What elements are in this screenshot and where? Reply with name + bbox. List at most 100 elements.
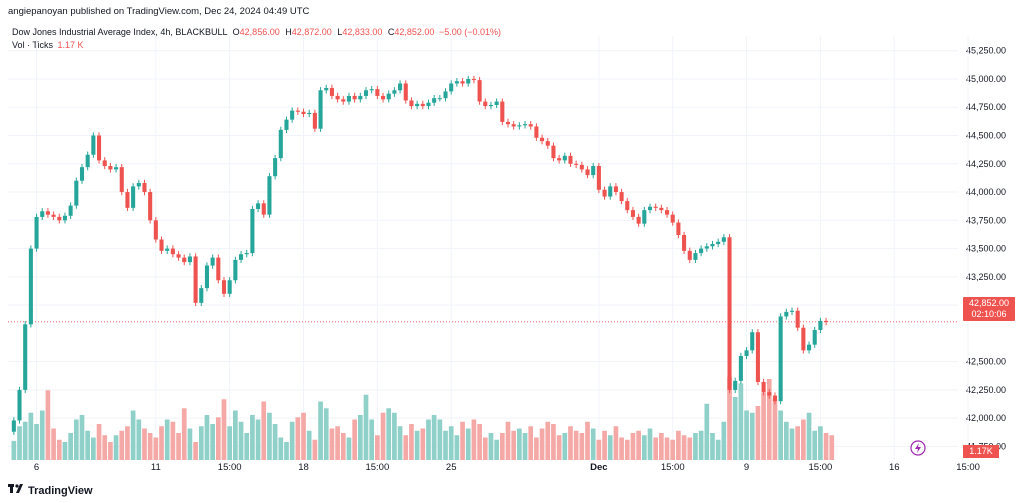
candle-body [131, 186, 136, 208]
volume-bar [789, 428, 795, 460]
volume-bar [630, 433, 636, 460]
volume-bar [471, 419, 477, 460]
volume-bar [28, 412, 34, 460]
volume-bar [244, 433, 250, 460]
volume-bar [204, 415, 210, 460]
volume-bar [443, 430, 448, 460]
volume-bar [505, 421, 511, 460]
candle-body [426, 102, 431, 107]
x-tick-label: 25 [446, 462, 457, 473]
volume-bar [545, 421, 551, 460]
volume-bar [755, 406, 761, 460]
volume-bar [346, 437, 352, 460]
volume-bar [335, 426, 340, 460]
candle-body [602, 189, 607, 197]
volume-bar [375, 435, 380, 460]
candle-body [596, 166, 601, 190]
legend-row-volume: Vol · Ticks 1.17 K [12, 39, 501, 52]
candle-body [716, 241, 721, 245]
volume-bar [795, 426, 801, 460]
candle-body [665, 210, 670, 215]
volume-bar [727, 376, 732, 460]
volume-bar [806, 412, 812, 460]
candle-body [534, 126, 539, 138]
candle-body [500, 101, 505, 122]
candle-body [545, 141, 550, 146]
volume-bar [681, 435, 687, 460]
candle-body [483, 101, 488, 107]
candle-body [551, 145, 556, 159]
candle-body [642, 210, 647, 224]
y-tick-label: 45,250.00 [966, 46, 1006, 56]
candle-body [608, 186, 613, 197]
volume-bar [448, 426, 454, 460]
y-tick-label: 45,000.00 [966, 74, 1006, 84]
candle-body [170, 248, 175, 255]
bar-countdown: 02:10:06 [971, 309, 1007, 319]
x-tick-label: 9 [744, 462, 749, 473]
volume-bar [340, 433, 346, 460]
volume-bar [392, 412, 397, 460]
candle-body [119, 167, 124, 193]
y-tick-label: 43,500.00 [966, 244, 1006, 254]
candle-body [659, 207, 664, 211]
volume-bar [255, 419, 261, 460]
lightning-icon[interactable] [910, 440, 926, 456]
volume-bar [783, 421, 789, 460]
candle-body [477, 80, 482, 102]
volume-bar [437, 419, 443, 460]
volume-bar [636, 430, 641, 460]
legend-row-price: Dow Jones Industrial Average Index, 4h, … [12, 26, 501, 39]
volume-bar [227, 426, 233, 460]
candle-body [392, 90, 397, 94]
y-tick-label: 42,250.00 [966, 385, 1006, 395]
candle-body [159, 239, 164, 251]
volume-bar [670, 439, 676, 460]
volume-bar [130, 410, 136, 460]
candle-body [256, 203, 261, 209]
volume-bar [56, 439, 62, 460]
candle-body [778, 316, 783, 402]
candle-body [142, 182, 147, 193]
volume-label[interactable]: Vol · Ticks [12, 40, 54, 50]
volume-bar [17, 426, 22, 460]
low-value: 42,833.00 [342, 27, 383, 37]
symbol-title[interactable]: Dow Jones Industrial Average Index, 4h, … [12, 27, 228, 37]
candle-body [625, 201, 630, 211]
volume-bar [693, 433, 698, 460]
candle-body [261, 203, 266, 215]
candle-body [562, 155, 567, 161]
x-tick-label: 15:00 [365, 462, 389, 473]
footer-brand[interactable]: TradingView [8, 484, 93, 497]
candle-body [363, 90, 369, 96]
candle-body [352, 95, 357, 100]
candle-body [85, 154, 90, 168]
volume-bar [284, 442, 289, 460]
candle-body [727, 237, 732, 390]
volume-bar [45, 390, 51, 460]
x-tick-label: 15:00 [661, 462, 685, 473]
candle-body [636, 216, 641, 224]
volume-bar [159, 426, 164, 460]
candle-body [744, 350, 749, 356]
volume-bar [715, 439, 721, 460]
footer-brand-label: TradingView [28, 484, 93, 497]
volume-bar [181, 408, 187, 460]
volume-bar [312, 439, 318, 460]
candle-body [693, 253, 698, 260]
candle-body [670, 214, 675, 223]
candle-body [432, 98, 437, 103]
volume-bar [676, 430, 681, 460]
x-tick-label: 6 [34, 462, 39, 473]
candle-body [682, 234, 687, 251]
volume-bar [79, 415, 85, 460]
candle-body [244, 253, 249, 255]
volume-bar [710, 433, 715, 460]
candle-body [307, 112, 312, 115]
low-label: L [337, 27, 343, 37]
volume-bar [250, 415, 255, 460]
candle-body [528, 124, 533, 127]
volume-bar [363, 394, 369, 460]
candle-body [494, 101, 499, 105]
